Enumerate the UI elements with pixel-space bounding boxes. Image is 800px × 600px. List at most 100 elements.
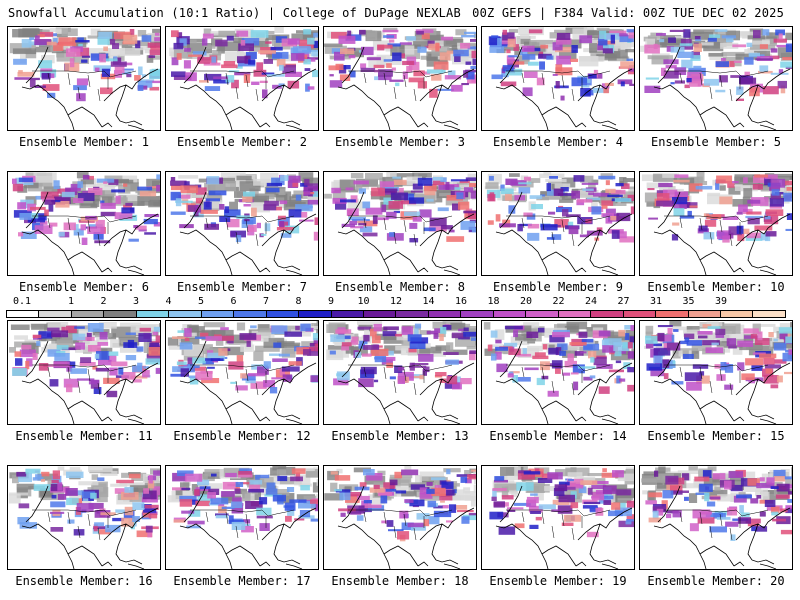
colorbar-tick-label: 8 <box>295 296 302 307</box>
colorbar-segment <box>461 311 494 317</box>
ensemble-map-panel <box>165 320 319 425</box>
colorbar-tick-label: 6 <box>230 296 237 307</box>
ensemble-map-panel <box>7 465 161 570</box>
ensemble-map-panel <box>165 26 319 131</box>
colorbar-tick-label: 16 <box>454 296 468 307</box>
snowfall-map <box>640 28 792 130</box>
colorbar-segment <box>623 311 657 317</box>
colorbar-segment <box>234 311 267 317</box>
snowfall-map <box>167 321 318 424</box>
ensemble-map-panel <box>7 171 161 276</box>
colorbar-segment <box>266 311 300 317</box>
ensemble-member-label: Ensemble Member: 6 <box>18 280 150 294</box>
ensemble-member-label: Ensemble Member: 17 <box>173 574 311 588</box>
snowfall-map <box>8 466 160 569</box>
ensemble-member-label: Ensemble Member: 12 <box>173 429 311 443</box>
snowfall-colorbar <box>6 310 786 318</box>
colorbar-tick-label: 24 <box>584 296 598 307</box>
snowfall-map <box>169 27 318 130</box>
colorbar-tick-label: 9 <box>327 296 335 307</box>
snowfall-map <box>167 466 318 569</box>
ensemble-member-label: Ensemble Member: 5 <box>650 135 782 149</box>
colorbar-tick-label: 7 <box>262 296 270 307</box>
colorbar-segment <box>558 311 592 317</box>
ensemble-map-panel <box>323 465 477 570</box>
ensemble-member-label: Ensemble Member: 11 <box>15 429 153 443</box>
ensemble-map-panel <box>481 465 635 570</box>
snowfall-map <box>641 172 792 275</box>
ensemble-map-panel <box>323 26 477 131</box>
map-title: Snowfall Accumulation (10:1 Ratio) | Col… <box>8 6 461 20</box>
colorbar-segment <box>71 311 105 317</box>
snowfall-map <box>484 172 634 275</box>
ensemble-member-label: Ensemble Member: 7 <box>176 280 308 294</box>
snowfall-map <box>641 466 792 569</box>
ensemble-member-label: Ensemble Member: 8 <box>334 280 466 294</box>
colorbar-segment <box>591 311 624 317</box>
colorbar-segment <box>753 311 785 317</box>
ensemble-member-label: Ensemble Member: 14 <box>489 429 627 443</box>
snowfall-map <box>324 172 476 275</box>
colorbar-tick-label: 0.1 <box>12 296 32 307</box>
colorbar-segment <box>493 311 527 317</box>
ensemble-map-panel <box>323 320 477 425</box>
ensemble-map-panel <box>481 320 635 425</box>
snowfall-map <box>324 27 476 130</box>
colorbar-tick-label: 2 <box>100 296 107 307</box>
colorbar-segment <box>169 311 202 317</box>
colorbar-tick-label: 31 <box>649 296 663 307</box>
colorbar-labels: 0.1 1 2 3 4 5 6 7 8 9 10 12 14 16 18 20 22 24 27 31 35 39 <box>6 296 786 308</box>
colorbar-segment <box>299 311 332 317</box>
colorbar-tick-label: 5 <box>197 296 205 307</box>
colorbar-segment <box>201 311 235 317</box>
colorbar-tick-label: 4 <box>165 296 172 307</box>
ensemble-member-label: Ensemble Member: 4 <box>492 135 624 149</box>
colorbar-segment <box>136 311 170 317</box>
ensemble-map-panel <box>323 171 477 276</box>
ensemble-map-panel <box>639 320 793 425</box>
snowfall-map <box>324 466 476 569</box>
snowfall-map <box>644 321 792 424</box>
ensemble-member-label: Ensemble Member: 18 <box>331 574 469 588</box>
colorbar-segment <box>104 311 137 317</box>
snowfall-map <box>170 172 318 275</box>
ensemble-member-label: Ensemble Member: 16 <box>15 574 153 588</box>
ensemble-member-label: Ensemble Member: 3 <box>334 135 466 149</box>
snowfall-map <box>9 27 160 130</box>
colorbar-segment <box>526 311 559 317</box>
ensemble-member-label: Ensemble Member: 1 <box>18 135 150 149</box>
snowfall-map <box>488 27 634 130</box>
colorbar-tick-label: 39 <box>714 296 728 307</box>
ensemble-map-panel <box>639 26 793 131</box>
colorbar-segment <box>7 311 40 317</box>
snowfall-map <box>12 172 160 275</box>
colorbar-tick-label: 3 <box>132 296 140 307</box>
colorbar-tick-label: 14 <box>422 296 435 307</box>
ensemble-member-label: Ensemble Member: 9 <box>492 280 624 294</box>
colorbar-tick-label: 27 <box>617 296 630 307</box>
ensemble-member-label: Ensemble Member: 2 <box>176 135 308 149</box>
ensemble-map-panel <box>165 171 319 276</box>
snowfall-map <box>326 321 476 424</box>
colorbar-tick-label: 20 <box>519 296 533 307</box>
colorbar-segment <box>428 311 462 317</box>
colorbar-segment <box>688 311 721 317</box>
colorbar-segment <box>363 311 397 317</box>
colorbar-tick-label: 18 <box>487 296 500 307</box>
ensemble-map-panel <box>7 320 161 425</box>
snowfall-map <box>489 466 634 569</box>
colorbar-tick-label: 35 <box>682 296 695 307</box>
snowfall-map <box>9 322 160 424</box>
colorbar-segment <box>720 311 754 317</box>
ensemble-member-label: Ensemble Member: 13 <box>331 429 469 443</box>
colorbar-segment <box>396 311 429 317</box>
ensemble-member-label: Ensemble Member: 10 <box>647 280 785 294</box>
ensemble-map-panel <box>165 465 319 570</box>
colorbar-segment <box>656 311 689 317</box>
ensemble-map-panel <box>481 26 635 131</box>
ensemble-map-panel <box>7 26 161 131</box>
model-run-label: 00Z GEFS | F384 Valid: 00Z TUE DEC 02 20… <box>472 6 784 20</box>
snowfall-map <box>483 321 634 424</box>
colorbar-tick-label: 10 <box>357 296 370 307</box>
ensemble-map-panel <box>639 171 793 276</box>
